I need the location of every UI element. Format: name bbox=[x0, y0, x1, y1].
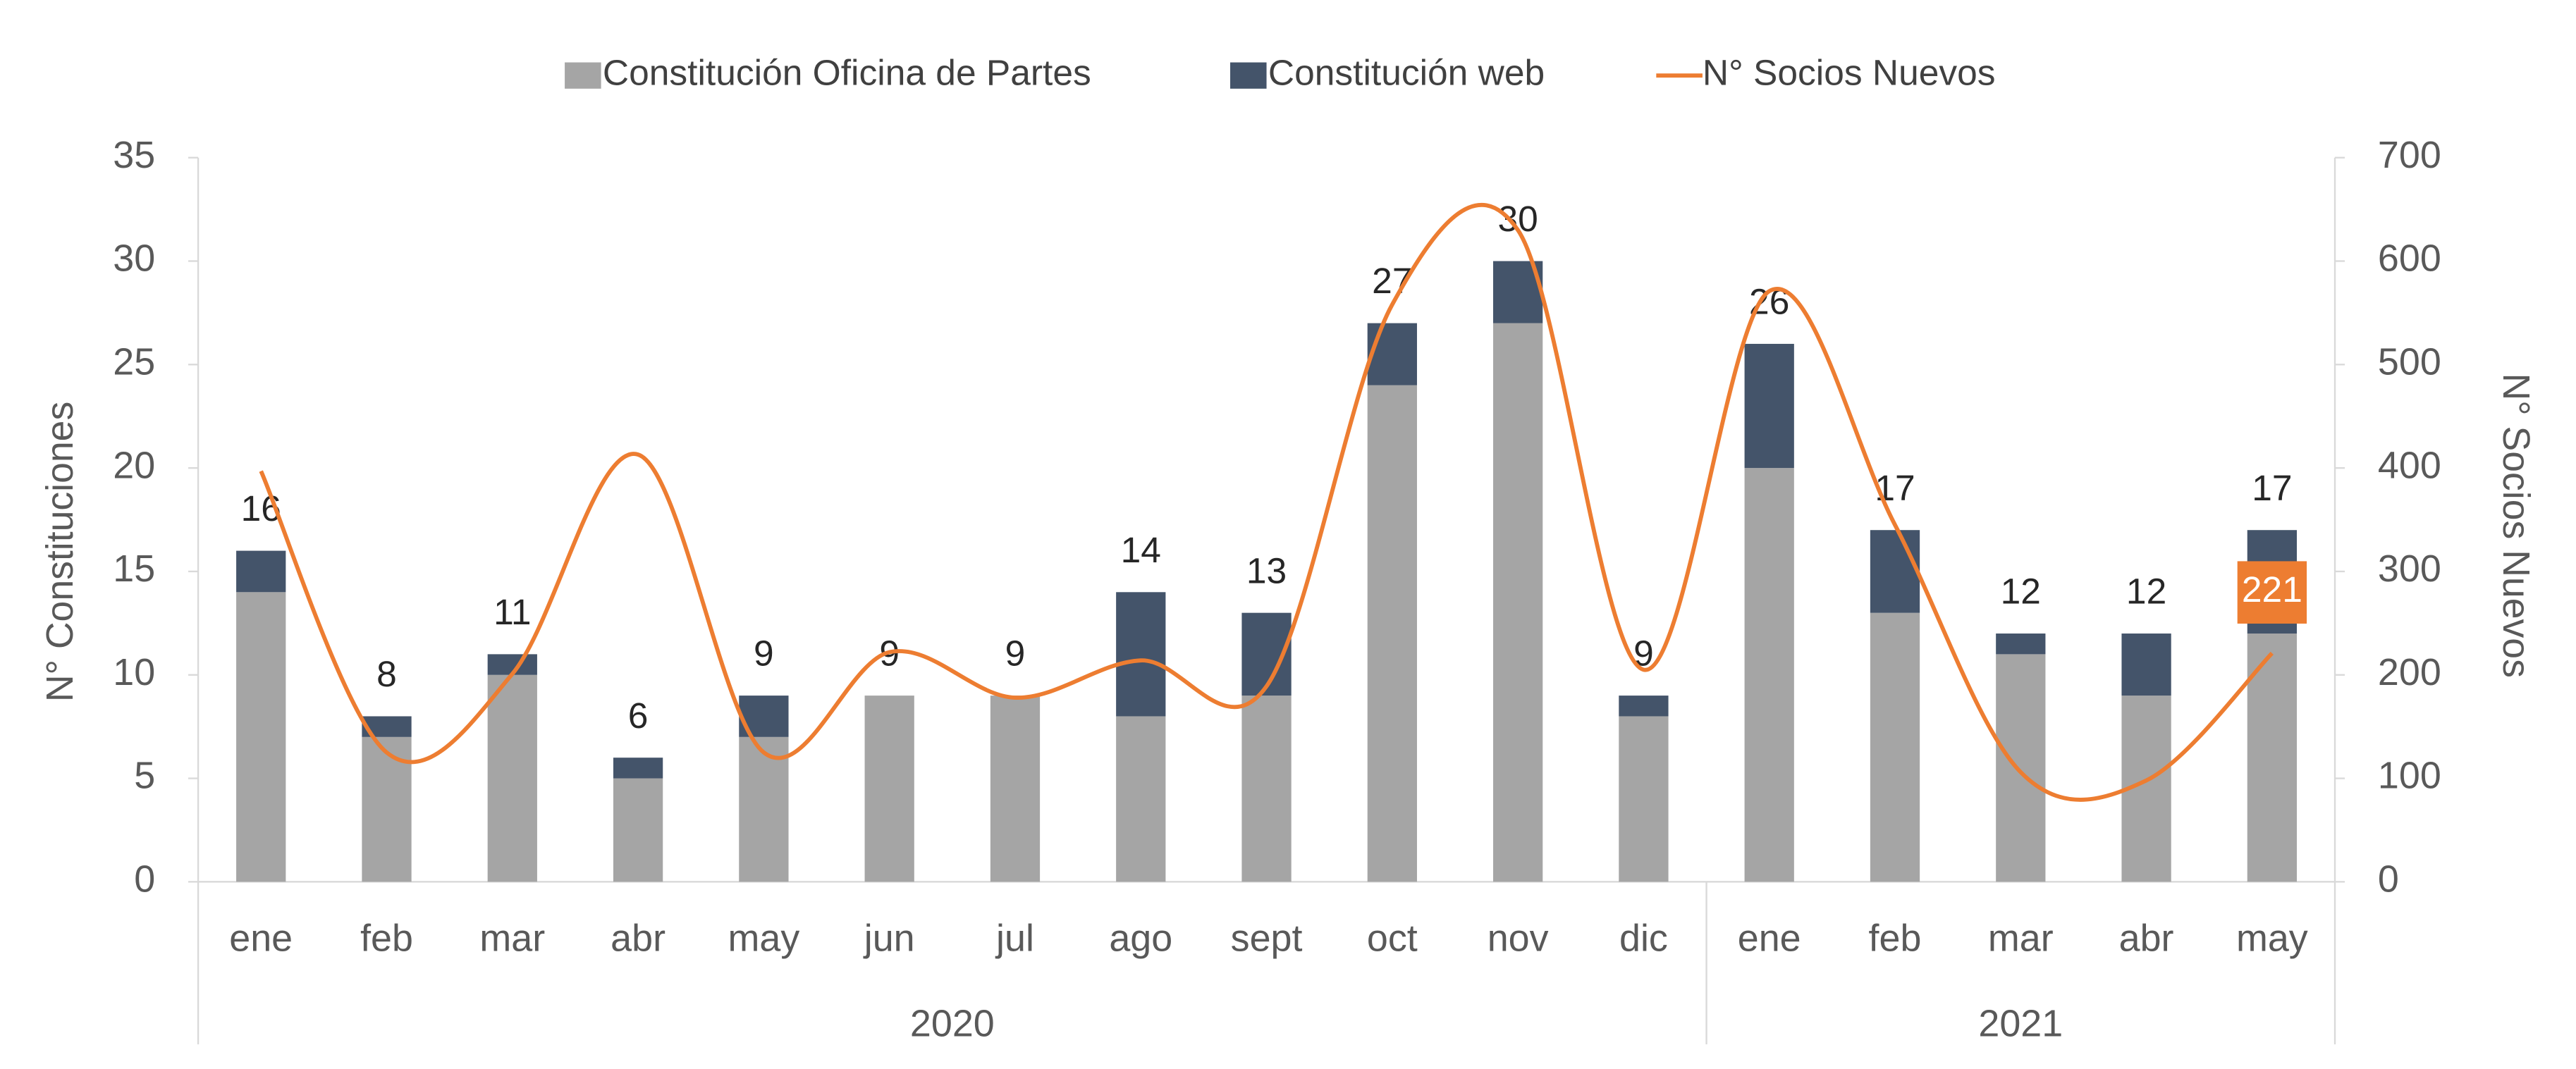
x-tick-label: abr bbox=[611, 917, 666, 960]
total-label: 8 bbox=[376, 653, 397, 694]
x-tick-label: feb bbox=[360, 917, 413, 960]
y2-tick-label: 700 bbox=[2378, 134, 2441, 176]
y-tick-label: 5 bbox=[134, 755, 155, 797]
bar-segment bbox=[236, 550, 286, 593]
bar-segment bbox=[990, 696, 1041, 882]
y-tick-label: 35 bbox=[113, 134, 155, 176]
y2-tick-label: 300 bbox=[2378, 548, 2441, 590]
bar-segment bbox=[1996, 654, 2046, 882]
x-tick-label: jun bbox=[863, 917, 915, 960]
x-tick-label: oct bbox=[1367, 917, 1418, 960]
x-tick-label: mar bbox=[479, 917, 545, 960]
year-label: 2021 bbox=[1978, 1003, 2063, 1045]
x-tick-label: ago bbox=[1109, 917, 1172, 960]
y-axis-title: N° Constituciones bbox=[39, 402, 81, 702]
legend-label: Constitución web bbox=[1268, 52, 1545, 93]
x-tick-label: sept bbox=[1231, 917, 1303, 960]
y2-tick-label: 100 bbox=[2378, 755, 2441, 797]
total-label: 13 bbox=[1246, 550, 1287, 591]
y-tick-label: 10 bbox=[113, 651, 155, 693]
bar-segment bbox=[1744, 343, 1794, 469]
legend-swatch bbox=[565, 62, 601, 89]
bar-segment bbox=[362, 736, 412, 882]
total-label: 9 bbox=[1005, 633, 1026, 674]
y-tick-label: 0 bbox=[134, 858, 155, 901]
bar-segment bbox=[1870, 530, 1920, 613]
bar-segment bbox=[236, 592, 286, 882]
bar-segment bbox=[1492, 323, 1543, 882]
year-label: 2020 bbox=[910, 1003, 995, 1045]
x-tick-label: may bbox=[2236, 917, 2308, 960]
bar-segment bbox=[1870, 612, 1920, 882]
bar-segment bbox=[1744, 468, 1794, 882]
x-tick-label: abr bbox=[2119, 917, 2174, 960]
bar-segment bbox=[864, 696, 914, 882]
x-tick-label: dic bbox=[1619, 917, 1668, 960]
y2-tick-label: 200 bbox=[2378, 651, 2441, 693]
total-label: 17 bbox=[2252, 467, 2292, 508]
bar-segment bbox=[1367, 385, 1417, 882]
x-tick-label: jul bbox=[995, 917, 1034, 960]
line-label: 221 bbox=[2242, 569, 2302, 610]
line-label-box bbox=[2237, 561, 2307, 624]
bar-segment bbox=[487, 674, 537, 882]
y2-tick-label: 600 bbox=[2378, 237, 2441, 280]
bar-segment bbox=[1367, 323, 1417, 385]
total-label: 17 bbox=[1875, 467, 1915, 508]
y-tick-label: 15 bbox=[113, 548, 155, 590]
x-tick-label: nov bbox=[1488, 917, 1549, 960]
bar-segment bbox=[1241, 696, 1292, 882]
y2-tick-label: 400 bbox=[2378, 444, 2441, 486]
line-series bbox=[259, 203, 2274, 802]
bar-segment bbox=[1619, 696, 1669, 717]
legend-label: Constitución Oficina de Partes bbox=[603, 52, 1091, 93]
bar-segment bbox=[1996, 634, 2046, 655]
y-tick-label: 20 bbox=[113, 444, 155, 486]
y2-axis-title: N° Socios Nuevos bbox=[2495, 373, 2537, 677]
bar-segment bbox=[1619, 716, 1669, 882]
x-tick-label: ene bbox=[1738, 917, 1801, 960]
y-tick-label: 25 bbox=[113, 341, 155, 383]
x-tick-label: mar bbox=[1988, 917, 2054, 960]
legend-label: N° Socios Nuevos bbox=[1703, 52, 1996, 93]
x-tick-label: ene bbox=[229, 917, 293, 960]
x-tick-label: feb bbox=[1869, 917, 1922, 960]
y2-tick-label: 0 bbox=[2378, 858, 2399, 901]
y2-tick-label: 500 bbox=[2378, 341, 2441, 383]
x-tick-label: may bbox=[728, 917, 800, 960]
total-label: 12 bbox=[2001, 571, 2041, 612]
legend-swatch bbox=[1230, 62, 1267, 89]
bar-segment bbox=[2121, 634, 2171, 696]
bar-segment bbox=[1116, 592, 1166, 717]
total-label: 9 bbox=[754, 633, 774, 674]
total-label: 12 bbox=[2126, 571, 2166, 612]
bar-segment bbox=[1116, 716, 1166, 882]
bar-segment bbox=[613, 778, 663, 882]
total-label: 11 bbox=[493, 591, 531, 632]
bar-segment bbox=[613, 758, 663, 779]
total-label: 14 bbox=[1121, 529, 1161, 570]
total-label: 6 bbox=[628, 695, 649, 736]
y-tick-label: 30 bbox=[113, 237, 155, 280]
bar-segment bbox=[739, 736, 789, 882]
